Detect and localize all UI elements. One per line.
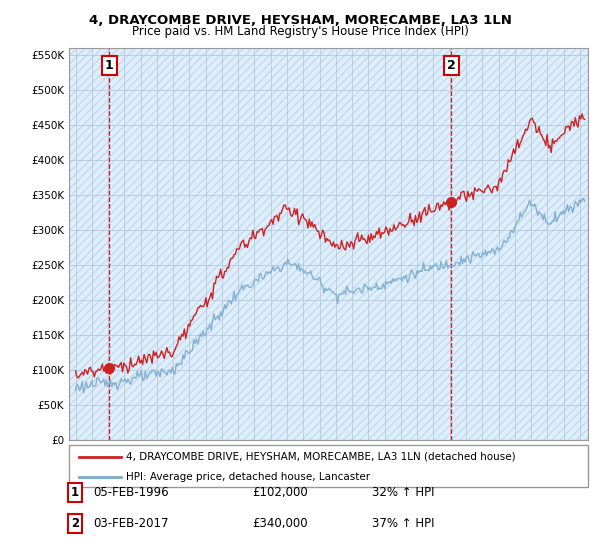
Text: 4, DRAYCOMBE DRIVE, HEYSHAM, MORECAMBE, LA3 1LN (detached house): 4, DRAYCOMBE DRIVE, HEYSHAM, MORECAMBE, … [126,452,516,462]
Text: 1: 1 [71,486,79,500]
Text: 03-FEB-2017: 03-FEB-2017 [93,517,169,530]
Text: 4, DRAYCOMBE DRIVE, HEYSHAM, MORECAMBE, LA3 1LN: 4, DRAYCOMBE DRIVE, HEYSHAM, MORECAMBE, … [89,14,511,27]
Text: £102,000: £102,000 [252,486,308,500]
Text: 2: 2 [446,59,455,72]
Text: Price paid vs. HM Land Registry's House Price Index (HPI): Price paid vs. HM Land Registry's House … [131,25,469,38]
Text: 1: 1 [105,59,114,72]
Text: 32% ↑ HPI: 32% ↑ HPI [372,486,434,500]
Text: 2: 2 [71,517,79,530]
Text: 37% ↑ HPI: 37% ↑ HPI [372,517,434,530]
Text: £340,000: £340,000 [252,517,308,530]
FancyBboxPatch shape [69,445,588,487]
Text: HPI: Average price, detached house, Lancaster: HPI: Average price, detached house, Lanc… [126,472,370,482]
Text: 05-FEB-1996: 05-FEB-1996 [93,486,169,500]
